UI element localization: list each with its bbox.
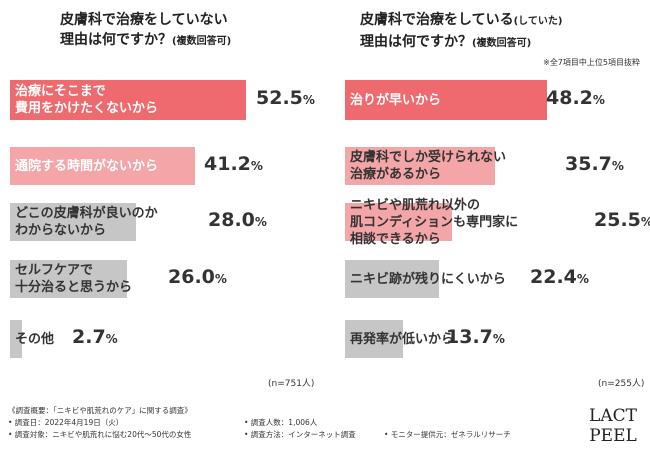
bar-label-5: 再発率が低いから — [350, 331, 455, 347]
right-note: ※全7項目中上位5項目抜粋 — [543, 58, 640, 67]
bar-label-4: セルフケアで 十分治ると思うから — [15, 263, 133, 295]
right-n-label: (n=255人) — [598, 379, 645, 389]
logo-line2: PEEL — [589, 426, 637, 446]
left-title-line2: 理由は何ですか？ — [60, 32, 172, 48]
bar-label-5: その他 — [15, 331, 55, 347]
bar-value-1: 52.5% — [256, 87, 315, 109]
logo-line1: LACT — [589, 406, 638, 426]
bar-2 — [345, 147, 495, 185]
footer-date: • 調査日：2022年4月19日（火） — [8, 418, 124, 427]
bar-value-5: 13.7% — [446, 326, 505, 348]
right-title-line1: 皮膚科で治療をしている — [360, 12, 514, 28]
bar-label-3: ニキビや肌荒れ以外の 肌コンディションも専門家に 相談できるから — [350, 197, 519, 247]
right-title: 皮膚科で治療をしている(していた) 理由は何ですか？(複数回答可) — [360, 10, 562, 54]
left-title-paren: (複数回答可) — [172, 36, 232, 47]
bar-value-4: 22.4% — [530, 266, 589, 288]
bar-2 — [10, 147, 195, 185]
bar-value-2: 41.2% — [204, 153, 263, 175]
lactpeel-logo: LACT PEEL — [589, 406, 638, 446]
bar-value-4: 26.0% — [168, 266, 227, 288]
right-title-paren1: (していた) — [513, 16, 563, 27]
footer-target: • 調査対象：ニキビや肌荒れに悩む20代～50代の女性 — [8, 430, 192, 439]
bar-4 — [345, 260, 439, 298]
bar-label-4: ニキビ跡が残りにくいから — [350, 271, 506, 287]
left-title: 皮膚科で治療をしていない 理由は何ですか？(複数回答可) — [60, 10, 231, 52]
bar-4 — [10, 260, 127, 298]
bar-5 — [10, 320, 22, 358]
left-title-line1: 皮膚科で治療をしていない — [60, 12, 228, 28]
bar-label-1: 治療にそこまで 費用をかけたくないから — [15, 84, 159, 116]
bar-value-5: 2.7% — [72, 326, 118, 348]
bar-value-3: 25.5% — [594, 209, 650, 231]
bar-label-1: 治りが早いから — [350, 92, 442, 108]
bar-3 — [345, 203, 452, 241]
bar-value-3: 28.0% — [208, 209, 267, 231]
bar-1 — [10, 80, 246, 120]
left-n-label: (n=751人) — [268, 379, 315, 389]
bar-1 — [345, 80, 547, 120]
footer-method: • 調査方法：インターネット調査 — [244, 430, 356, 439]
bar-3 — [10, 203, 136, 241]
bar-5 — [345, 320, 403, 358]
bar-value-1: 48.2% — [546, 87, 605, 109]
footer-provider: • モニター提供元：ゼネラルリサーチ — [384, 430, 511, 439]
bar-value-2: 35.7% — [565, 153, 624, 175]
footer-people: • 調査人数：1,006人 — [244, 418, 318, 427]
bar-label-3: どこの皮膚科が良いのか わからないから — [15, 206, 158, 238]
right-title-paren2: (複数回答可) — [472, 38, 532, 49]
footer-survey: 《調査概要：「ニキビや肌荒れのケア」に関する調査》 — [8, 406, 192, 415]
bar-label-2: 皮膚科でしか受けられない 治療があるから — [350, 150, 507, 182]
right-title-line2: 理由は何ですか？ — [360, 34, 472, 50]
bar-label-2: 通院する時間がないから — [15, 158, 159, 174]
